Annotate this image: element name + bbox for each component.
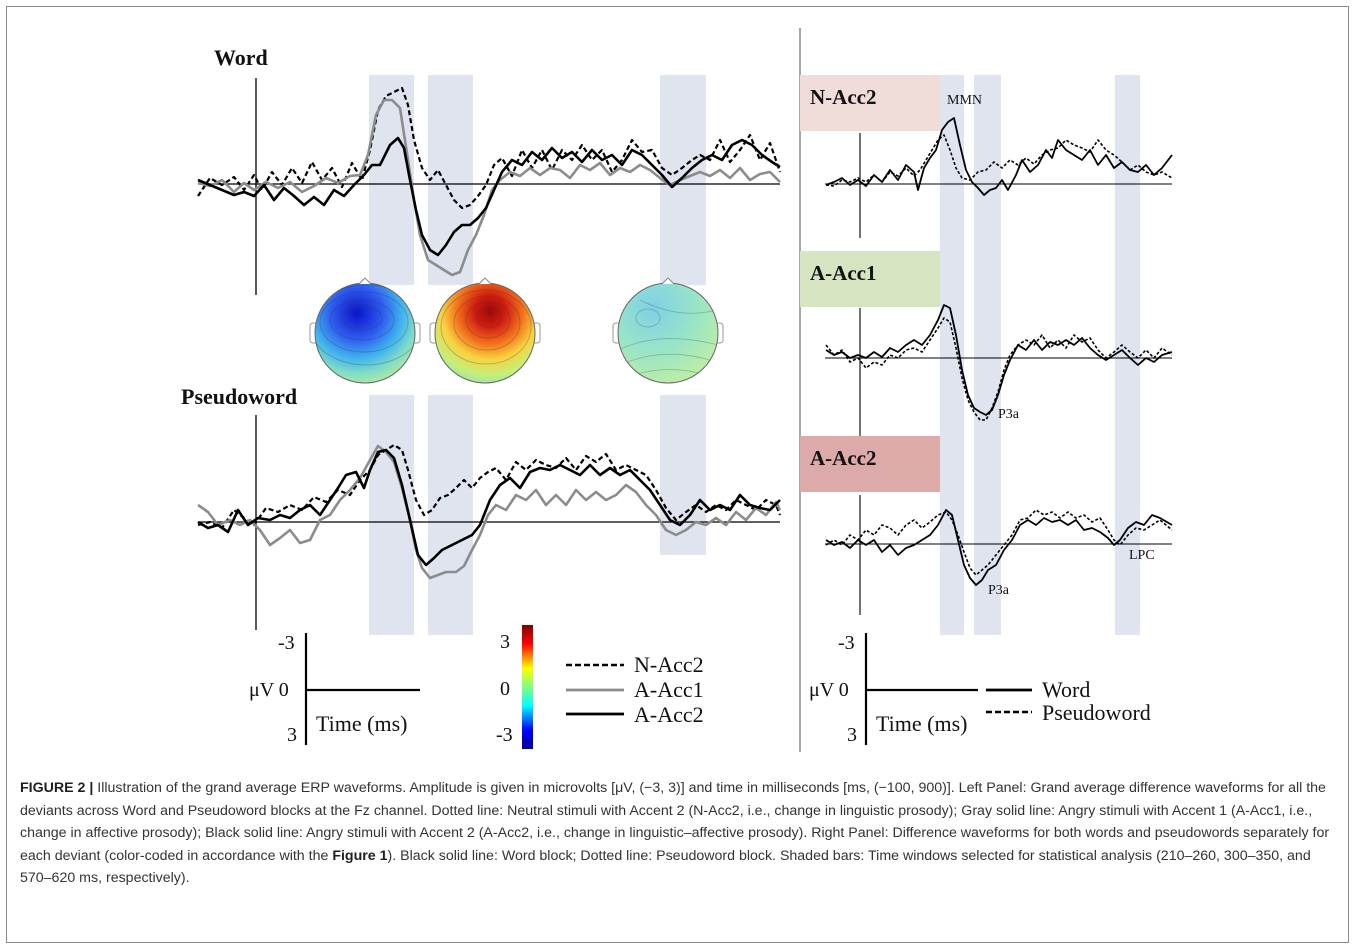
- right-scale-bar: [864, 633, 978, 745]
- legend-aacc2-label: A-Acc2: [634, 702, 704, 727]
- aacc2-label: A-Acc2: [810, 446, 877, 470]
- aacc2-word-line: [825, 509, 1173, 586]
- legend-word-label: Word: [1042, 677, 1091, 702]
- topomap-2: [429, 277, 541, 384]
- caption-label: FIGURE 2 |: [20, 780, 94, 796]
- right-aacc2-waveforms: [825, 509, 1173, 586]
- left-scale-mid-label: μV 0: [249, 679, 289, 701]
- colorbar-bottom-label: -3: [496, 724, 513, 746]
- caption-text-1: Illustration of the grand average ERP wa…: [20, 780, 1330, 864]
- aacc1-label: A-Acc1: [810, 261, 877, 285]
- left-scale-bar: [304, 633, 420, 745]
- aacc2-label-box: A-Acc2: [800, 436, 940, 492]
- right-scale-top-label: -3: [838, 632, 855, 654]
- left-scale-top-label: -3: [278, 632, 295, 654]
- left-legend-lines: [566, 663, 624, 716]
- left-time-label: Time (ms): [316, 711, 408, 736]
- aacc1-label-box: A-Acc1: [800, 251, 940, 307]
- right-scale-bottom-label: 3: [847, 724, 857, 746]
- word-waveforms: [197, 86, 782, 277]
- pseudoword-waveforms: [197, 443, 782, 580]
- aacc1-pseudo-line: [825, 317, 1173, 421]
- nacc2-pseudo-line: [825, 134, 1173, 187]
- shade-window-1: [369, 75, 414, 285]
- pseudoword-panel-title: Pseudoword: [181, 384, 298, 409]
- word-aacc2-line: [197, 136, 781, 257]
- topomap-1: [309, 277, 421, 384]
- nacc2-label: N-Acc2: [810, 85, 877, 109]
- word-nacc2-line: [197, 86, 782, 210]
- mmn-annotation: MMN: [947, 93, 983, 108]
- topomap-3: [612, 277, 724, 384]
- shade-window-2-lower: [428, 395, 473, 635]
- pseudo-nacc2-line: [197, 443, 782, 530]
- aacc1-word-line: [825, 304, 1173, 416]
- pseudo-aacc1-line: [197, 444, 782, 580]
- figure-graphic: [197, 28, 1173, 752]
- p3a-annotation-1: P3a: [998, 407, 1019, 422]
- legend-nacc2-label: N-Acc2: [634, 652, 704, 677]
- nacc2-label-box: N-Acc2: [800, 75, 940, 131]
- right-scale-mid-label: μV 0: [809, 679, 849, 701]
- word-panel-title: Word: [214, 45, 268, 70]
- shade-window-2: [428, 75, 473, 285]
- colorbar: [522, 625, 533, 749]
- caption-figure-ref[interactable]: Figure 1: [332, 847, 388, 864]
- right-legend-lines: [986, 688, 1032, 714]
- legend-pseudoword-label: Pseudoword: [1042, 700, 1151, 725]
- left-shaded-windows: [369, 75, 706, 635]
- p3a-annotation-2: P3a: [988, 583, 1009, 598]
- shade-window-3-lower: [660, 395, 706, 555]
- figure-caption: FIGURE 2 | Illustration of the grand ave…: [20, 777, 1338, 890]
- left-scale-bottom-label: 3: [287, 724, 297, 746]
- pseudo-aacc2-line: [197, 448, 781, 567]
- nacc2-word-line: [825, 117, 1173, 196]
- shade-window-1-lower: [369, 395, 414, 635]
- lpc-annotation: LPC: [1129, 548, 1155, 563]
- right-time-label: Time (ms): [876, 711, 968, 736]
- colorbar-mid-label: 0: [500, 678, 510, 700]
- right-nacc2-waveforms: [825, 117, 1173, 196]
- right-aacc1-waveforms: [825, 304, 1173, 421]
- caption-text-2: ). Black solid line: Word block; Dotted …: [20, 847, 1311, 887]
- legend-aacc1-label: A-Acc1: [634, 677, 704, 702]
- right-shade-2: [974, 75, 1001, 635]
- colorbar-top-label: 3: [500, 631, 510, 653]
- aacc2-pseudo-line: [825, 509, 1173, 576]
